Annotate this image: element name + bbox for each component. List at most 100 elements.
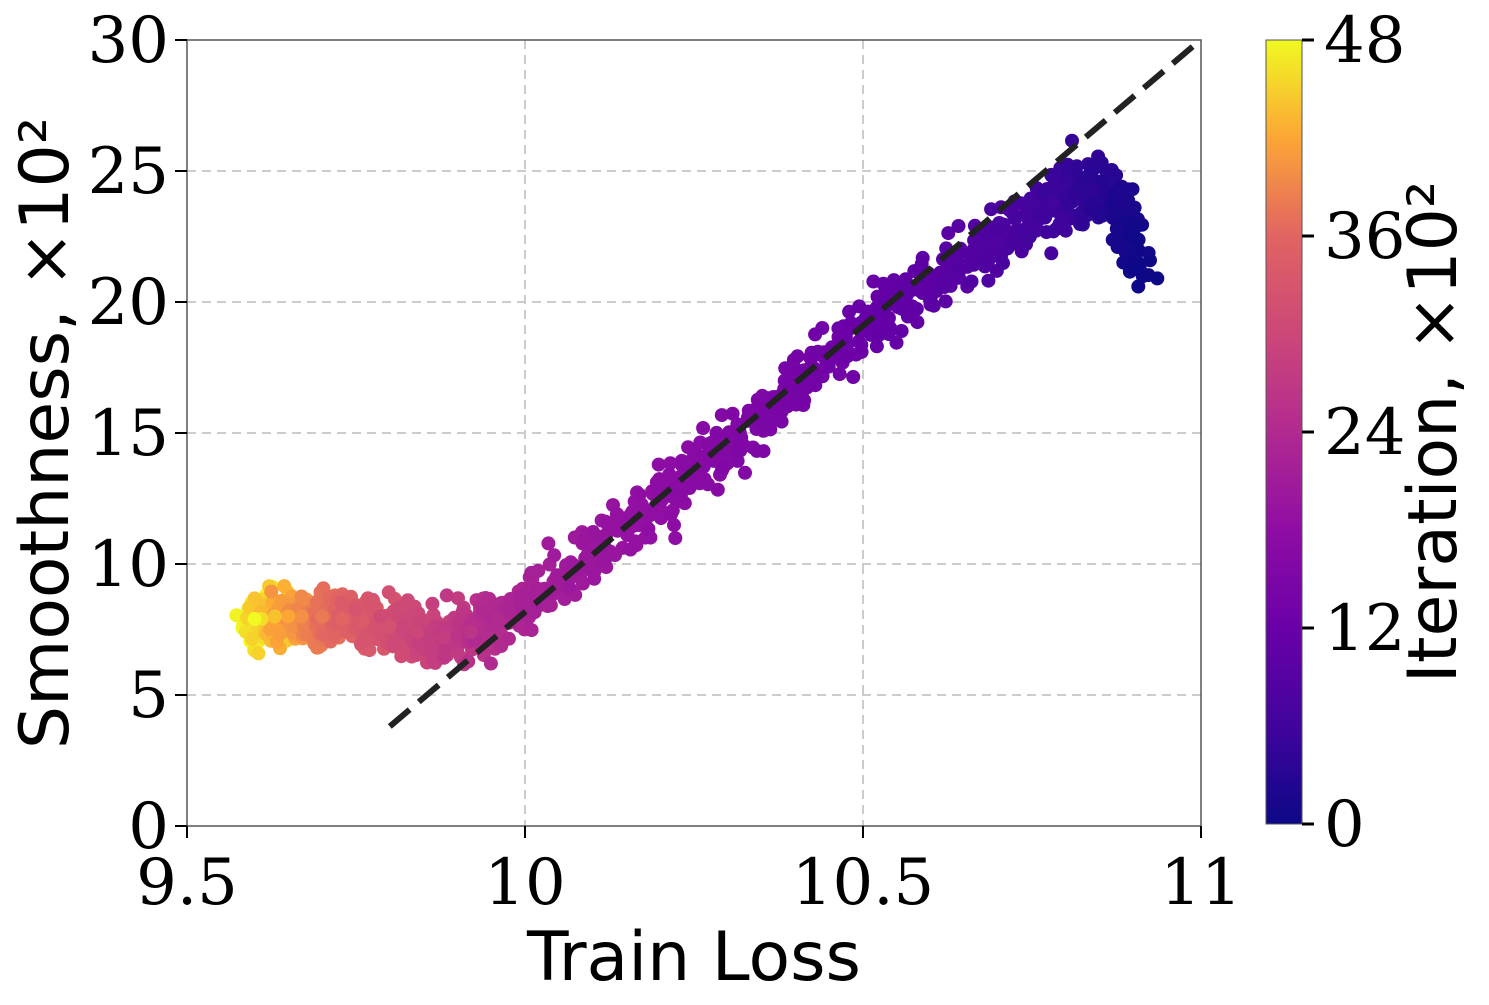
y-tick-label: 25 (88, 135, 169, 209)
scatter-point (730, 453, 745, 468)
scatter-point (264, 584, 279, 599)
scatter-point (696, 421, 711, 435)
scatter-point (756, 444, 771, 459)
scatter-point (1008, 211, 1023, 226)
scatter-point (1143, 253, 1157, 268)
scatter-point (1085, 182, 1100, 197)
scatter-point (365, 592, 380, 607)
y-tick-label: 5 (128, 659, 169, 733)
scatter-point (294, 609, 309, 624)
scatter-point (899, 287, 914, 302)
scatter-point (1131, 279, 1146, 294)
scatter-point (1049, 221, 1064, 236)
fit-line (387, 42, 1197, 729)
scatter-point (641, 521, 656, 536)
scatter-point (1116, 238, 1131, 253)
scatter-point (623, 542, 638, 557)
x-tick-label: 9.5 (136, 846, 238, 920)
y-tick-label: 0 (128, 790, 169, 864)
scatter-point (281, 609, 296, 624)
x-tick-label: 10.5 (792, 846, 935, 920)
y-tick-label: 15 (88, 397, 169, 471)
scatter-point (832, 367, 847, 382)
scatter-point (247, 612, 262, 626)
scatter-point (725, 406, 740, 421)
scatter-point (1150, 271, 1165, 286)
scatter-point (1094, 155, 1109, 170)
scatter-point (923, 297, 938, 312)
scatter-point (996, 256, 1010, 271)
scatter-point (524, 623, 539, 638)
scatter-point (923, 274, 938, 288)
scatter-point (644, 503, 658, 518)
scatter-point (1037, 208, 1052, 223)
scatter-point (878, 281, 893, 296)
scatter-point (267, 609, 282, 624)
scatter-point (439, 588, 454, 603)
scatter-point (664, 507, 678, 522)
scatter-point (547, 548, 562, 563)
scatter-point (272, 627, 287, 641)
scatter-point (463, 625, 478, 640)
scatter-point (382, 619, 397, 634)
x-axis: 9.5 10 10.5 11 (136, 826, 1242, 920)
scatter-point (632, 487, 647, 502)
scatter-point (781, 395, 796, 410)
scatter-point (909, 301, 924, 316)
scatter-point (531, 563, 546, 578)
scatter-point (964, 274, 979, 289)
scatter-point (1082, 168, 1097, 183)
scatter-point (984, 202, 999, 217)
scatter-point (1044, 246, 1059, 261)
scatter-point (587, 571, 602, 586)
scatter-point (244, 631, 259, 646)
scatter-point (425, 596, 440, 611)
scatter-point (651, 457, 666, 472)
scatter-point (1112, 195, 1127, 210)
scatter-point (1125, 182, 1140, 197)
scatter-point (869, 339, 884, 354)
scatter-point (668, 531, 683, 546)
scatter-point (437, 650, 451, 665)
x-tick-label: 11 (1160, 846, 1241, 920)
scatter-point (991, 234, 1006, 249)
scatter-point (562, 580, 577, 595)
colorbar-label: Iteration, ×10² (1394, 181, 1473, 683)
scatter-points (229, 133, 1165, 672)
scatter-point (575, 576, 590, 591)
scatter-point (294, 589, 309, 604)
scatter-point (840, 349, 855, 364)
scatter-point (1022, 225, 1037, 240)
scatter-point (808, 378, 823, 393)
scatter-point (1069, 159, 1084, 174)
scatter-point (1075, 217, 1090, 232)
scatter-point (597, 553, 612, 568)
grid-lines (187, 40, 1201, 826)
scatter-point (335, 612, 350, 626)
scatter-point (1060, 169, 1075, 183)
scatter-point (418, 642, 433, 657)
scatter-point (1123, 228, 1138, 243)
scatter-point (977, 259, 992, 274)
scatter-point (714, 408, 729, 423)
scatter-point (915, 250, 930, 265)
scatter-point (808, 327, 823, 342)
scatter-point (400, 593, 415, 608)
colorbar-axis: 0 12 24 36 48 (1302, 4, 1405, 862)
scatter-point (355, 614, 370, 629)
scatter-point (373, 609, 388, 624)
scatter-point (491, 612, 505, 626)
y-tick-label: 10 (88, 528, 169, 602)
y-tick-label: 20 (88, 266, 169, 340)
y-tick-label: 30 (88, 4, 169, 78)
scatter-point (898, 272, 913, 287)
scatter-point (846, 370, 861, 384)
scatter-point (247, 591, 262, 606)
scatter-point (709, 425, 724, 440)
scatter-point (501, 631, 516, 646)
scatter-point (436, 630, 451, 645)
scatter-point (353, 636, 368, 651)
scatter-point (941, 226, 956, 241)
colorbar-tick-label: 0 (1324, 788, 1365, 862)
